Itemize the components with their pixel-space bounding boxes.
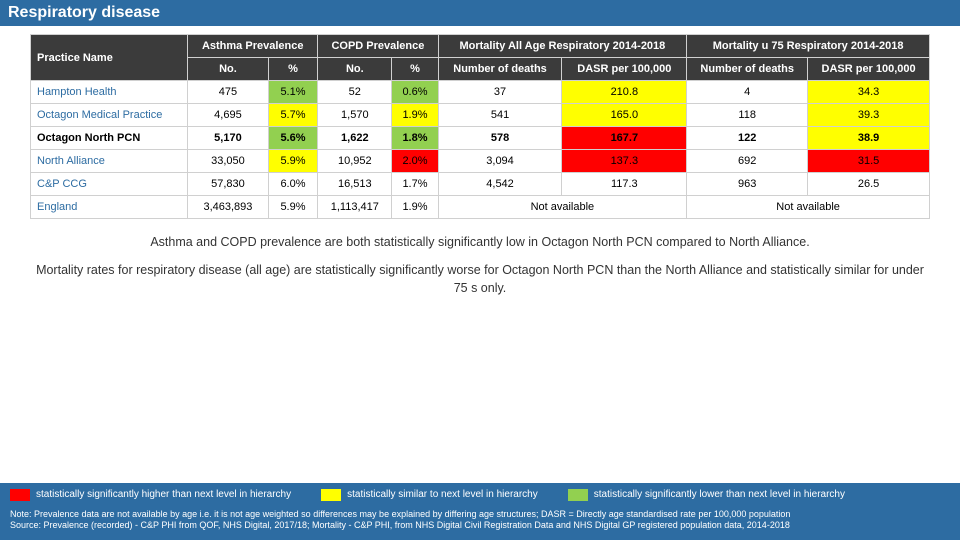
cell: 4,695: [188, 104, 269, 127]
col-sub: No.: [318, 58, 392, 81]
legend-item: statistically significantly lower than n…: [568, 489, 845, 501]
legend-item: statistically similar to next level in h…: [321, 489, 538, 501]
cell: 1.9%: [392, 104, 438, 127]
table-row: North Alliance33,0505.9%10,9522.0%3,0941…: [31, 150, 930, 173]
cell: 16,513: [318, 173, 392, 196]
col-sub: Number of deaths: [687, 58, 808, 81]
cell: 5,170: [188, 127, 269, 150]
footnote-line: Note: Prevalence data are not available …: [10, 509, 950, 521]
col-sub: DASR per 100,000: [808, 58, 930, 81]
footnote-line: Source: Prevalence (recorded) - C&P PHI …: [10, 520, 950, 532]
legend-item: statistically significantly higher than …: [10, 489, 291, 501]
col-sub: Number of deaths: [438, 58, 562, 81]
cell: 1,113,417: [318, 196, 392, 219]
page-title: Respiratory disease: [0, 0, 960, 26]
table-header: Practice NameAsthma PrevalenceCOPD Preva…: [31, 35, 930, 81]
cell: 117.3: [562, 173, 687, 196]
cell: 137.3: [562, 150, 687, 173]
data-table: Practice NameAsthma PrevalenceCOPD Preva…: [30, 34, 930, 219]
table-container: Practice NameAsthma PrevalenceCOPD Preva…: [0, 26, 960, 219]
table-row: C&P CCG57,8306.0%16,5131.7%4,542117.3963…: [31, 173, 930, 196]
cell: 1,622: [318, 127, 392, 150]
cell: 1,570: [318, 104, 392, 127]
cell: 122: [687, 127, 808, 150]
cell: 2.0%: [392, 150, 438, 173]
cell: Not available: [438, 196, 687, 219]
footnotes: Note: Prevalence data are not available …: [10, 509, 950, 532]
cell: 5.7%: [268, 104, 318, 127]
legend: statistically significantly higher than …: [10, 489, 950, 501]
cell: 33,050: [188, 150, 269, 173]
cell: 165.0: [562, 104, 687, 127]
commentary-line: Asthma and COPD prevalence are both stat…: [30, 233, 930, 251]
table-row: Octagon North PCN5,1705.6%1,6221.8%57816…: [31, 127, 930, 150]
commentary: Asthma and COPD prevalence are both stat…: [0, 219, 960, 297]
cell: 39.3: [808, 104, 930, 127]
cell: 34.3: [808, 81, 930, 104]
row-name: England: [31, 196, 188, 219]
cell: Not available: [687, 196, 930, 219]
cell: 1.7%: [392, 173, 438, 196]
cell: 167.7: [562, 127, 687, 150]
legend-swatch: [568, 489, 588, 501]
commentary-line: Mortality rates for respiratory disease …: [30, 261, 930, 297]
cell: 57,830: [188, 173, 269, 196]
legend-swatch: [10, 489, 30, 501]
cell: 692: [687, 150, 808, 173]
legend-label: statistically significantly higher than …: [36, 489, 291, 500]
cell: 5.6%: [268, 127, 318, 150]
cell: 4: [687, 81, 808, 104]
cell: 5.9%: [268, 196, 318, 219]
cell: 3,463,893: [188, 196, 269, 219]
cell: 26.5: [808, 173, 930, 196]
cell: 10,952: [318, 150, 392, 173]
table-row: Octagon Medical Practice4,6955.7%1,5701.…: [31, 104, 930, 127]
col-group: Mortality All Age Respiratory 2014-2018: [438, 35, 687, 58]
cell: 6.0%: [268, 173, 318, 196]
cell: 31.5: [808, 150, 930, 173]
table-row: Hampton Health4755.1%520.6%37210.8434.3: [31, 81, 930, 104]
row-name: Hampton Health: [31, 81, 188, 104]
row-name: Octagon North PCN: [31, 127, 188, 150]
col-sub: DASR per 100,000: [562, 58, 687, 81]
cell: 37: [438, 81, 562, 104]
col-sub: %: [392, 58, 438, 81]
legend-swatch: [321, 489, 341, 501]
table-body: Hampton Health4755.1%520.6%37210.8434.3O…: [31, 81, 930, 219]
cell: 578: [438, 127, 562, 150]
footer: statistically significantly higher than …: [0, 483, 960, 540]
row-name: Octagon Medical Practice: [31, 104, 188, 127]
row-name: North Alliance: [31, 150, 188, 173]
cell: 52: [318, 81, 392, 104]
cell: 38.9: [808, 127, 930, 150]
col-practice-name: Practice Name: [31, 35, 188, 81]
cell: 1.9%: [392, 196, 438, 219]
col-group: COPD Prevalence: [318, 35, 438, 58]
col-group: Mortality u 75 Respiratory 2014-2018: [687, 35, 930, 58]
cell: 541: [438, 104, 562, 127]
col-group: Asthma Prevalence: [188, 35, 318, 58]
cell: 118: [687, 104, 808, 127]
cell: 1.8%: [392, 127, 438, 150]
cell: 963: [687, 173, 808, 196]
legend-label: statistically similar to next level in h…: [347, 489, 538, 500]
cell: 5.1%: [268, 81, 318, 104]
cell: 475: [188, 81, 269, 104]
cell: 210.8: [562, 81, 687, 104]
cell: 0.6%: [392, 81, 438, 104]
cell: 5.9%: [268, 150, 318, 173]
table-row: England3,463,8935.9%1,113,4171.9%Not ava…: [31, 196, 930, 219]
cell: 4,542: [438, 173, 562, 196]
cell: 3,094: [438, 150, 562, 173]
legend-label: statistically significantly lower than n…: [594, 489, 845, 500]
col-sub: No.: [188, 58, 269, 81]
row-name: C&P CCG: [31, 173, 188, 196]
col-sub: %: [268, 58, 318, 81]
